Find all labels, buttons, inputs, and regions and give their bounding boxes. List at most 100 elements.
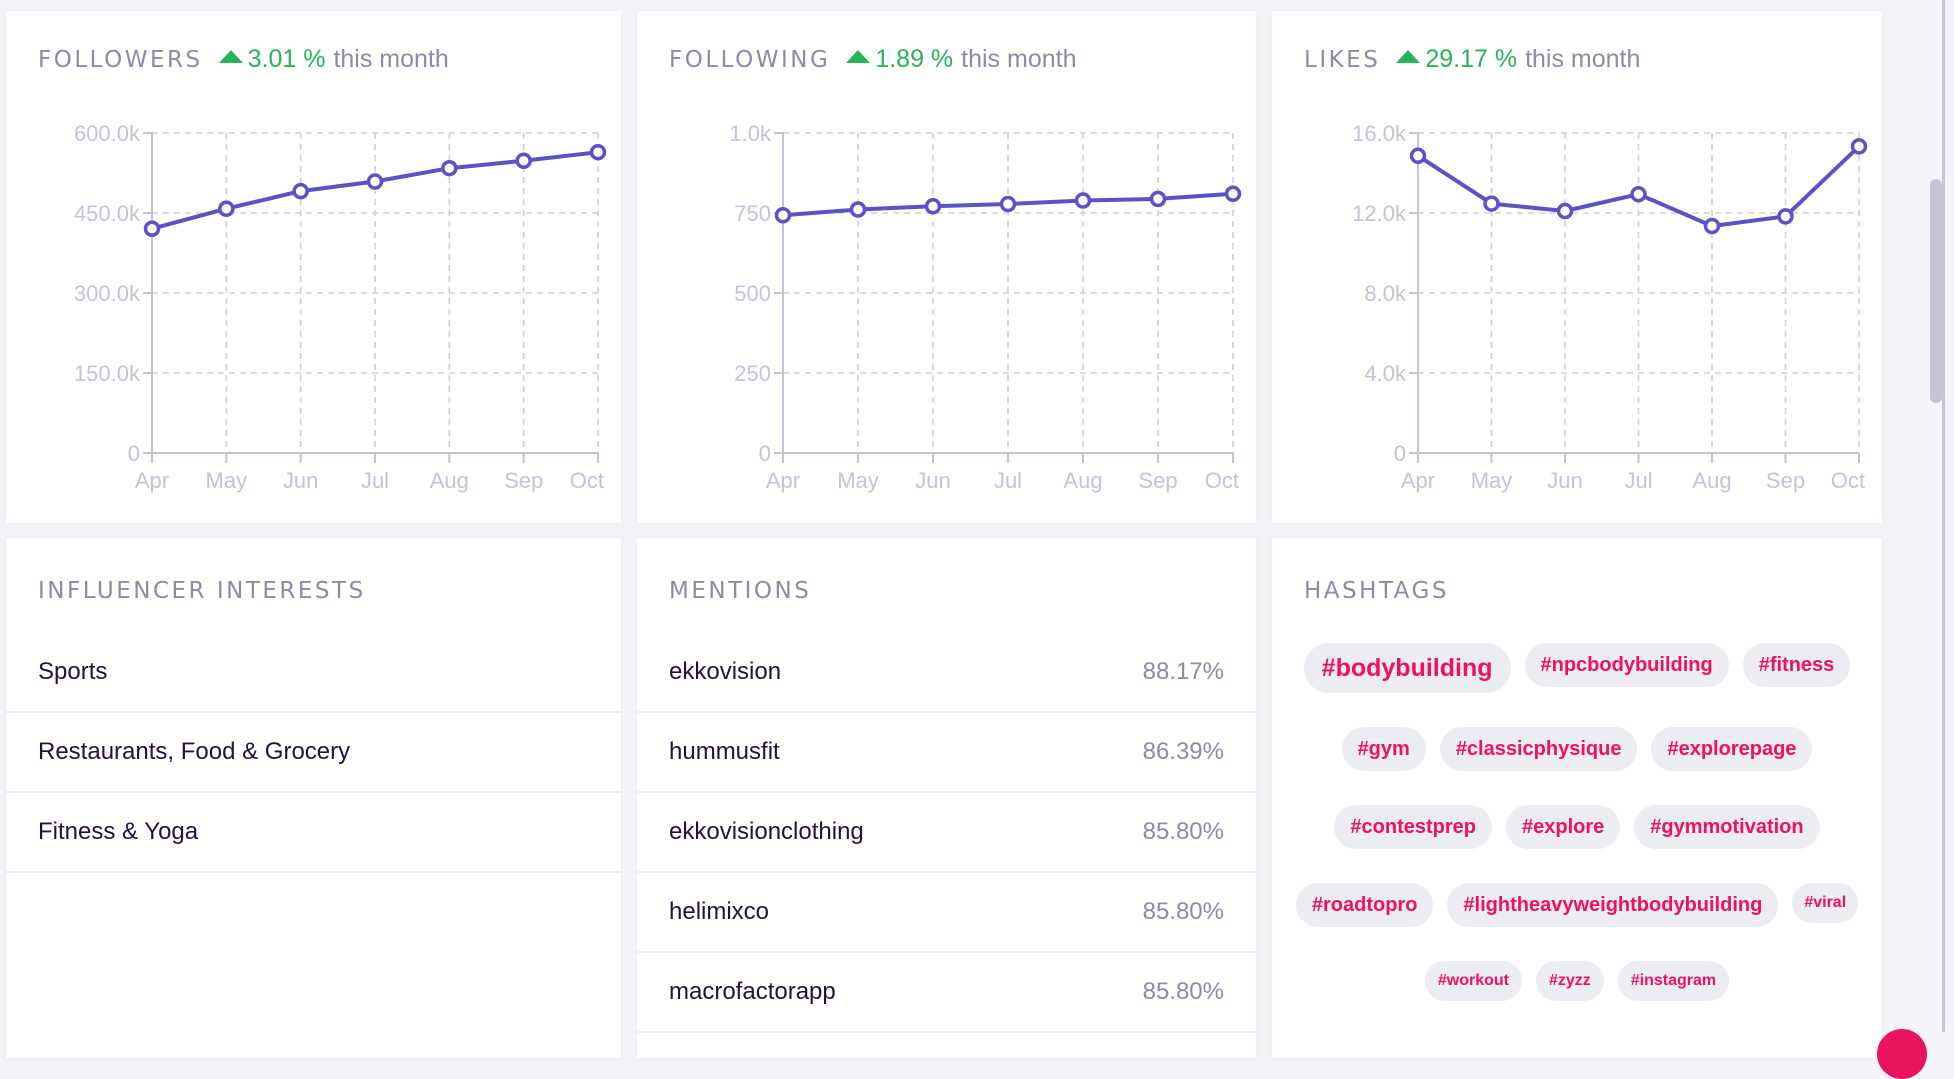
- mention-item[interactable]: ekkovisionclothing 85.80%: [637, 793, 1256, 873]
- mention-item[interactable]: macrofactorapp 85.80%: [637, 953, 1256, 1033]
- mention-item[interactable]: hummusfit 86.39%: [637, 713, 1256, 793]
- mention-name: helimixco: [669, 898, 770, 925]
- hashtag-chip[interactable]: #gym: [1341, 727, 1426, 771]
- scrollbar-track[interactable]: [1942, 0, 1945, 1032]
- y-tick-label: 750: [734, 201, 771, 226]
- y-tick-label: 1.0k: [729, 121, 772, 146]
- mention-value: 86.39%: [1142, 738, 1224, 765]
- x-tick-label: Oct: [1205, 468, 1239, 493]
- interest-item: Fitness & Yoga: [6, 793, 621, 873]
- followers-title: FOLLOWERS: [38, 47, 203, 73]
- mention-item[interactable]: ekkovision 88.17%: [637, 633, 1256, 713]
- interests-title: INFLUENCER INTERESTS: [38, 578, 366, 604]
- hashtag-chip[interactable]: #zyzz: [1535, 961, 1604, 1001]
- x-tick-label: Jun: [915, 468, 950, 493]
- hashtag-chip[interactable]: #classicphysique: [1439, 727, 1638, 771]
- following-trend: 1.89 % this month: [846, 45, 1077, 74]
- y-tick-label: 0: [759, 441, 771, 466]
- y-tick-label: 150.0k: [74, 361, 141, 386]
- data-point: [999, 195, 1017, 213]
- x-tick-label: Apr: [766, 468, 800, 493]
- hashtags-card: HASHTAGS #bodybuilding #npcbodybuilding #f…: [1272, 538, 1882, 1058]
- x-tick-label: Oct: [1831, 468, 1865, 493]
- x-tick-label: Sep: [1766, 468, 1805, 493]
- followers-card: FOLLOWERS 3.01 % this month 0 150.0k 300.0…: [6, 11, 621, 523]
- hashtag-chip[interactable]: #explorepage: [1651, 727, 1813, 771]
- likes-title: LIKES: [1304, 47, 1381, 73]
- likes-card: LIKES 29.17 % this month 0 4.0k 8.0k 12.0k 1…: [1272, 11, 1882, 523]
- y-tick-label: 0: [128, 441, 140, 466]
- trend-up-icon: [1396, 50, 1421, 63]
- x-tick-label: Aug: [1692, 468, 1731, 493]
- following-trend-value: 1.89 %: [875, 45, 954, 73]
- y-tick-label: 12.0k: [1352, 201, 1407, 226]
- likes-trend-suffix: this month: [1525, 45, 1641, 73]
- mention-value: 85.80%: [1142, 978, 1224, 1005]
- x-tick-label: Aug: [430, 468, 469, 493]
- hashtag-cloud: #bodybuilding #npcbodybuilding #fitness #gy…: [1282, 643, 1872, 1001]
- hashtag-chip[interactable]: #roadtopro: [1295, 883, 1434, 927]
- data-point: [1149, 190, 1167, 208]
- y-tick-label: 16.0k: [1352, 121, 1407, 146]
- likes-chart: 0 4.0k 8.0k 12.0k 16.0k Apr May Jun Jul Aug Sep Oct: [1352, 121, 1868, 493]
- x-tick-label: Apr: [135, 468, 169, 493]
- hashtag-chip[interactable]: #workout: [1424, 961, 1522, 1001]
- hashtag-chip[interactable]: #lightheavyweightbodybuilding: [1447, 883, 1779, 927]
- x-tick-label: Jun: [1547, 468, 1582, 493]
- mention-value: 85.80%: [1142, 898, 1224, 925]
- x-tick-label: May: [206, 468, 248, 493]
- followers-trend-value: 3.01 %: [247, 45, 326, 73]
- data-point: [1703, 217, 1721, 235]
- trend-up-icon: [218, 50, 243, 63]
- data-point: [515, 152, 532, 169]
- interest-label: Sports: [38, 658, 108, 685]
- x-tick-label: Jun: [283, 468, 318, 493]
- mention-name: ekkovision: [669, 658, 782, 685]
- hashtag-chip[interactable]: #instagram: [1617, 961, 1730, 1001]
- floating-action-button[interactable]: [1877, 1029, 1927, 1079]
- mentions-list: ekkovision 88.17% hummusfit 86.39% ekkov…: [637, 633, 1256, 1033]
- data-point: [366, 173, 384, 190]
- x-tick-label: Aug: [1063, 468, 1102, 493]
- x-tick-label: Oct: [570, 468, 604, 493]
- following-card: FOLLOWING 1.89 % this month 0 250 500 750 1.…: [637, 11, 1256, 523]
- x-tick-label: Apr: [1401, 468, 1435, 493]
- data-point: [292, 182, 309, 200]
- followers-trend: 3.01 % this month: [218, 45, 449, 74]
- y-tick-label: 500: [734, 281, 771, 306]
- data-point: [1483, 195, 1500, 212]
- data-point: [1074, 192, 1092, 209]
- hashtag-chip[interactable]: #gymmotivation: [1634, 805, 1820, 849]
- hashtag-chip[interactable]: #npcbodybuilding: [1524, 643, 1729, 687]
- hashtag-chip[interactable]: #explore: [1505, 805, 1621, 849]
- data-point: [441, 159, 458, 177]
- mention-item[interactable]: helimixco 85.80%: [637, 873, 1256, 953]
- x-tick-label: Jul: [1624, 468, 1652, 493]
- y-tick-label: 450.0k: [74, 201, 141, 226]
- following-title: FOLLOWING: [669, 47, 831, 73]
- likes-trend-value: 29.17 %: [1425, 45, 1518, 73]
- data-point: [1556, 202, 1574, 220]
- hashtag-chip[interactable]: #viral: [1792, 883, 1859, 923]
- y-tick-label: 250: [734, 361, 771, 386]
- x-tick-label: Jul: [361, 468, 389, 493]
- scrollbar-thumb[interactable]: [1930, 179, 1942, 403]
- interest-label: Restaurants, Food & Grocery: [38, 738, 351, 765]
- hashtag-chip[interactable]: #contestprep: [1334, 805, 1492, 849]
- y-tick-label: 8.0k: [1364, 281, 1407, 306]
- mention-name: macrofactorapp: [669, 978, 836, 1005]
- data-point: [1409, 147, 1427, 165]
- data-point: [849, 201, 867, 218]
- following-trend-suffix: this month: [961, 45, 1077, 73]
- x-tick-label: Jul: [994, 468, 1022, 493]
- hashtag-chip[interactable]: #bodybuilding: [1303, 643, 1511, 693]
- x-tick-label: Sep: [504, 468, 543, 493]
- data-point: [1777, 208, 1794, 225]
- followers-chart: 0 150.0k 300.0k 450.0k 600.0k Apr May Jun Jul Aug…: [74, 121, 607, 493]
- followers-trend-suffix: this month: [333, 45, 449, 73]
- data-point: [774, 206, 792, 224]
- mention-name: ekkovisionclothing: [669, 818, 864, 845]
- mention-value: 85.80%: [1142, 818, 1224, 845]
- y-tick-label: 0: [1394, 441, 1406, 466]
- hashtag-chip[interactable]: #fitness: [1742, 643, 1851, 687]
